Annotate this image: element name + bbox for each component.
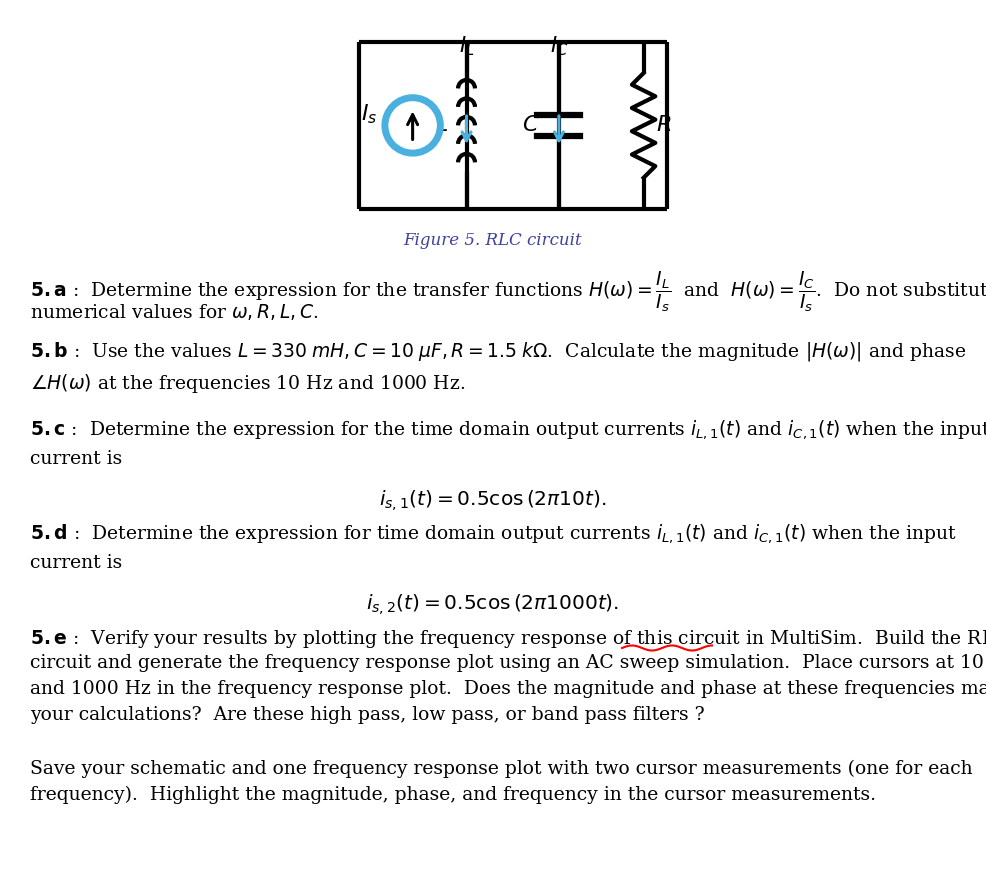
Text: and 1000 Hz in the frequency response plot.  Does the magnitude and phase at the: and 1000 Hz in the frequency response pl… <box>30 680 986 698</box>
Text: current is: current is <box>30 554 122 572</box>
Text: $\mathbf{5.e}$ :  Verify your results by plotting the frequency response of this: $\mathbf{5.e}$ : Verify your results by … <box>30 628 986 650</box>
Text: $R$: $R$ <box>656 114 671 136</box>
Text: $\mathbf{5.a}$ :  Determine the expression for the transfer functions $H(\omega): $\mathbf{5.a}$ : Determine the expressio… <box>30 270 986 314</box>
Text: Figure 5. RLC circuit: Figure 5. RLC circuit <box>403 232 583 249</box>
Text: circuit and generate the frequency response plot using an AC sweep simulation.  : circuit and generate the frequency respo… <box>30 654 986 672</box>
Text: Save your schematic and one frequency response plot with two cursor measurements: Save your schematic and one frequency re… <box>30 760 972 778</box>
Text: $C$: $C$ <box>523 114 540 136</box>
Text: your calculations?  Are these high pass, low pass, or band pass filters ?: your calculations? Are these high pass, … <box>30 706 705 724</box>
Text: frequency).  Highlight the magnitude, phase, and frequency in the cursor measure: frequency). Highlight the magnitude, pha… <box>30 786 876 804</box>
Text: $I_s$: $I_s$ <box>361 103 378 127</box>
Text: $i_{s,2}(t) = 0.5\mathrm{cos}\,(2\pi 1000t).$: $i_{s,2}(t) = 0.5\mathrm{cos}\,(2\pi 100… <box>367 592 619 617</box>
Text: current is: current is <box>30 450 122 468</box>
Text: $\mathbf{5.d}$ :  Determine the expression for time domain output currents $i_{L: $\mathbf{5.d}$ : Determine the expressio… <box>30 522 956 545</box>
Text: numerical values for $\omega, R, L, C$.: numerical values for $\omega, R, L, C$. <box>30 302 318 322</box>
Text: $i_{s,1}(t) = 0.5\mathrm{cos}\,(2\pi 10t).$: $i_{s,1}(t) = 0.5\mathrm{cos}\,(2\pi 10t… <box>380 488 606 513</box>
Text: $\mathbf{5.b}$ :  Use the values $L = 330\;mH, C = 10\;\mu F, R = 1.5\;k\Omega$.: $\mathbf{5.b}$ : Use the values $L = 330… <box>30 340 966 363</box>
Text: $I_L$: $I_L$ <box>458 34 474 58</box>
Text: $L$: $L$ <box>436 114 449 136</box>
Text: $I_C$: $I_C$ <box>550 34 568 58</box>
Text: $\mathbf{5.c}$ :  Determine the expression for the time domain output currents $: $\mathbf{5.c}$ : Determine the expressio… <box>30 418 986 441</box>
Text: $\angle H(\omega)$ at the frequencies 10 Hz and 1000 Hz.: $\angle H(\omega)$ at the frequencies 10… <box>30 372 465 395</box>
